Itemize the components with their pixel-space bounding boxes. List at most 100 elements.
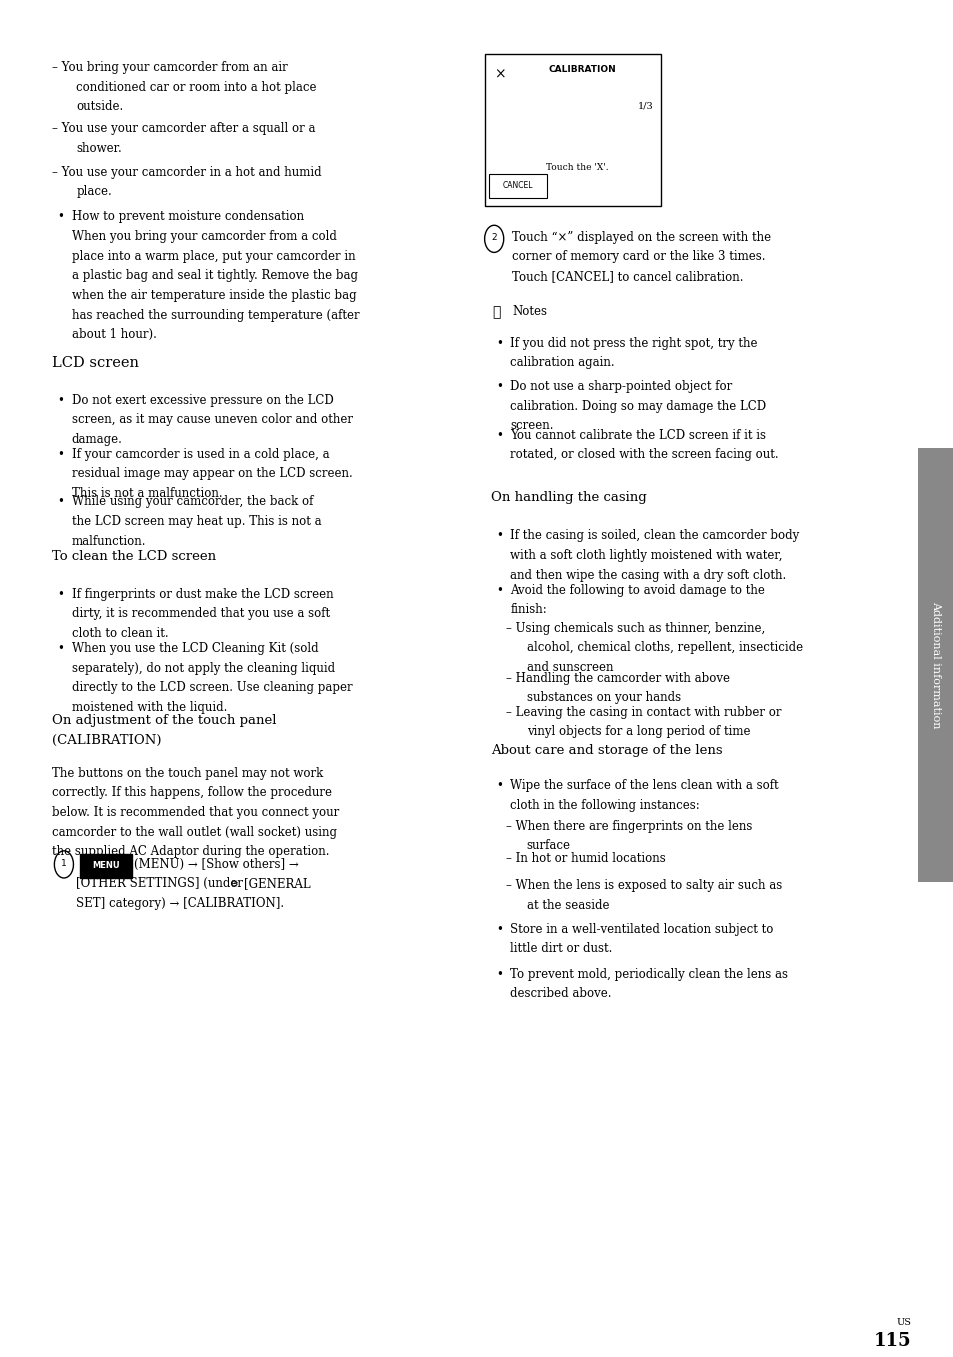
Text: CALIBRATION: CALIBRATION (548, 65, 616, 75)
Text: [OTHER SETTINGS] (under: [OTHER SETTINGS] (under (76, 878, 247, 890)
Text: The buttons on the touch panel may not work: The buttons on the touch panel may not w… (52, 767, 323, 780)
Text: described above.: described above. (510, 988, 611, 1000)
Text: [GENERAL: [GENERAL (244, 878, 311, 890)
Text: •: • (496, 779, 502, 792)
Text: residual image may appear on the LCD screen.: residual image may appear on the LCD scr… (71, 467, 352, 480)
Text: camcorder to the wall outlet (wall socket) using: camcorder to the wall outlet (wall socke… (52, 825, 337, 839)
Text: This is not a malfunction.: This is not a malfunction. (71, 487, 222, 501)
Text: Wipe the surface of the lens clean with a soft: Wipe the surface of the lens clean with … (510, 779, 779, 792)
Text: LCD screen: LCD screen (52, 356, 139, 369)
Text: malfunction.: malfunction. (71, 535, 146, 548)
Text: vinyl objects for a long period of time: vinyl objects for a long period of time (526, 725, 749, 738)
Text: •: • (57, 588, 64, 601)
Text: •: • (57, 210, 64, 224)
Text: Notes: Notes (512, 305, 547, 319)
Text: On handling the casing: On handling the casing (491, 491, 646, 505)
Text: a plastic bag and seal it tightly. Remove the bag: a plastic bag and seal it tightly. Remov… (71, 269, 357, 282)
Text: – When there are fingerprints on the lens: – When there are fingerprints on the len… (505, 820, 751, 833)
Text: •: • (496, 584, 502, 597)
Text: 1/3: 1/3 (637, 102, 653, 111)
Text: Touch “×” displayed on the screen with the: Touch “×” displayed on the screen with t… (512, 231, 771, 244)
Text: Ⓝ: Ⓝ (492, 305, 500, 319)
Text: 2: 2 (491, 233, 497, 242)
Text: corner of memory card or the like 3 times.: corner of memory card or the like 3 time… (512, 250, 765, 263)
Text: •: • (496, 380, 502, 394)
Text: You cannot calibrate the LCD screen if it is: You cannot calibrate the LCD screen if i… (510, 429, 765, 442)
Text: outside.: outside. (76, 100, 124, 114)
Text: correctly. If this happens, follow the procedure: correctly. If this happens, follow the p… (52, 787, 333, 799)
Text: conditioned car or room into a hot place: conditioned car or room into a hot place (76, 81, 316, 94)
Text: 115: 115 (873, 1333, 910, 1350)
Text: SET] category) → [CALIBRATION].: SET] category) → [CALIBRATION]. (76, 897, 284, 911)
Text: To clean the LCD screen: To clean the LCD screen (52, 550, 216, 563)
Text: – Leaving the casing in contact with rubber or: – Leaving the casing in contact with rub… (505, 706, 781, 719)
Text: directly to the LCD screen. Use cleaning paper: directly to the LCD screen. Use cleaning… (71, 681, 352, 695)
Text: at the seaside: at the seaside (526, 900, 608, 912)
Text: If the casing is soiled, clean the camcorder body: If the casing is soiled, clean the camco… (510, 529, 799, 543)
Text: •: • (496, 529, 502, 543)
Text: shower.: shower. (76, 141, 122, 155)
Text: If your camcorder is used in a cold place, a: If your camcorder is used in a cold plac… (71, 448, 329, 461)
Text: moistened with the liquid.: moistened with the liquid. (71, 700, 227, 714)
Text: MENU: MENU (92, 862, 119, 870)
Text: When you bring your camcorder from a cold: When you bring your camcorder from a col… (71, 229, 336, 243)
Text: •: • (496, 429, 502, 442)
Text: About care and storage of the lens: About care and storage of the lens (491, 744, 722, 757)
Text: below. It is recommended that you connect your: below. It is recommended that you connec… (52, 806, 339, 820)
Text: the supplied AC Adaptor during the operation.: the supplied AC Adaptor during the opera… (52, 845, 330, 859)
Text: about 1 hour).: about 1 hour). (71, 328, 156, 342)
Text: •: • (57, 642, 64, 655)
Text: – You bring your camcorder from an air: – You bring your camcorder from an air (52, 61, 288, 75)
Text: alcohol, chemical cloths, repellent, insecticide: alcohol, chemical cloths, repellent, ins… (526, 641, 801, 654)
Text: – Using chemicals such as thinner, benzine,: – Using chemicals such as thinner, benzi… (505, 622, 764, 635)
FancyBboxPatch shape (80, 854, 132, 878)
Text: To prevent mold, periodically clean the lens as: To prevent mold, periodically clean the … (510, 968, 787, 981)
Text: – Handling the camcorder with above: – Handling the camcorder with above (505, 672, 729, 685)
Text: •: • (57, 495, 64, 509)
Text: (MENU) → [Show others] →: (MENU) → [Show others] → (133, 858, 298, 871)
Text: and sunscreen: and sunscreen (526, 661, 613, 674)
Text: US: US (895, 1318, 910, 1327)
Text: when the air temperature inside the plastic bag: when the air temperature inside the plas… (71, 289, 355, 303)
Text: ⚙: ⚙ (229, 879, 237, 889)
Text: – In hot or humid locations: – In hot or humid locations (505, 852, 664, 866)
Bar (484, 54, 660, 206)
Text: surface: surface (526, 839, 570, 852)
Text: with a soft cloth lightly moistened with water,: with a soft cloth lightly moistened with… (510, 548, 782, 562)
Text: (CALIBRATION): (CALIBRATION) (52, 733, 162, 746)
Text: substances on your hands: substances on your hands (526, 692, 680, 704)
Text: Do not exert excessive pressure on the LCD: Do not exert excessive pressure on the L… (71, 394, 333, 407)
Text: Touch the 'X'.: Touch the 'X'. (546, 163, 608, 172)
Text: place into a warm place, put your camcorder in: place into a warm place, put your camcor… (71, 250, 355, 263)
Text: screen, as it may cause uneven color and other: screen, as it may cause uneven color and… (71, 413, 353, 426)
Text: – When the lens is exposed to salty air such as: – When the lens is exposed to salty air … (505, 879, 781, 893)
Text: •: • (496, 968, 502, 981)
Text: Touch [CANCEL] to cancel calibration.: Touch [CANCEL] to cancel calibration. (512, 270, 743, 284)
Text: Avoid the following to avoid damage to the: Avoid the following to avoid damage to t… (510, 584, 764, 597)
Text: separately), do not apply the cleaning liquid: separately), do not apply the cleaning l… (71, 661, 335, 674)
Text: 1: 1 (61, 859, 67, 867)
Text: ×: × (494, 68, 505, 81)
Text: CANCEL: CANCEL (502, 182, 533, 190)
Text: has reached the surrounding temperature (after: has reached the surrounding temperature … (71, 308, 358, 322)
Text: On adjustment of the touch panel: On adjustment of the touch panel (52, 714, 276, 727)
Text: dirty, it is recommended that you use a soft: dirty, it is recommended that you use a … (71, 608, 330, 620)
Text: •: • (57, 448, 64, 461)
Text: •: • (57, 394, 64, 407)
Text: – You use your camcorder in a hot and humid: – You use your camcorder in a hot and hu… (52, 166, 322, 179)
Text: If fingerprints or dust make the LCD screen: If fingerprints or dust make the LCD scr… (71, 588, 333, 601)
Text: rotated, or closed with the screen facing out.: rotated, or closed with the screen facin… (510, 448, 779, 461)
Text: screen.: screen. (510, 419, 554, 433)
Text: Do not use a sharp-pointed object for: Do not use a sharp-pointed object for (510, 380, 732, 394)
Text: If you did not press the right spot, try the: If you did not press the right spot, try… (510, 337, 757, 350)
Text: calibration. Doing so may damage the LCD: calibration. Doing so may damage the LCD (510, 399, 765, 413)
Text: While using your camcorder, the back of: While using your camcorder, the back of (71, 495, 313, 509)
Text: calibration again.: calibration again. (510, 356, 615, 369)
Text: cloth in the following instances:: cloth in the following instances: (510, 798, 700, 811)
Text: little dirt or dust.: little dirt or dust. (510, 942, 612, 955)
Text: When you use the LCD Cleaning Kit (sold: When you use the LCD Cleaning Kit (sold (71, 642, 318, 655)
Text: Additional information: Additional information (930, 601, 940, 729)
Text: damage.: damage. (71, 433, 122, 446)
Text: •: • (496, 337, 502, 350)
Bar (489, 174, 546, 198)
